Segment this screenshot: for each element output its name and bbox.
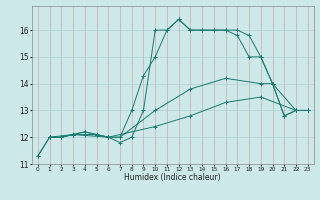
X-axis label: Humidex (Indice chaleur): Humidex (Indice chaleur) <box>124 173 221 182</box>
